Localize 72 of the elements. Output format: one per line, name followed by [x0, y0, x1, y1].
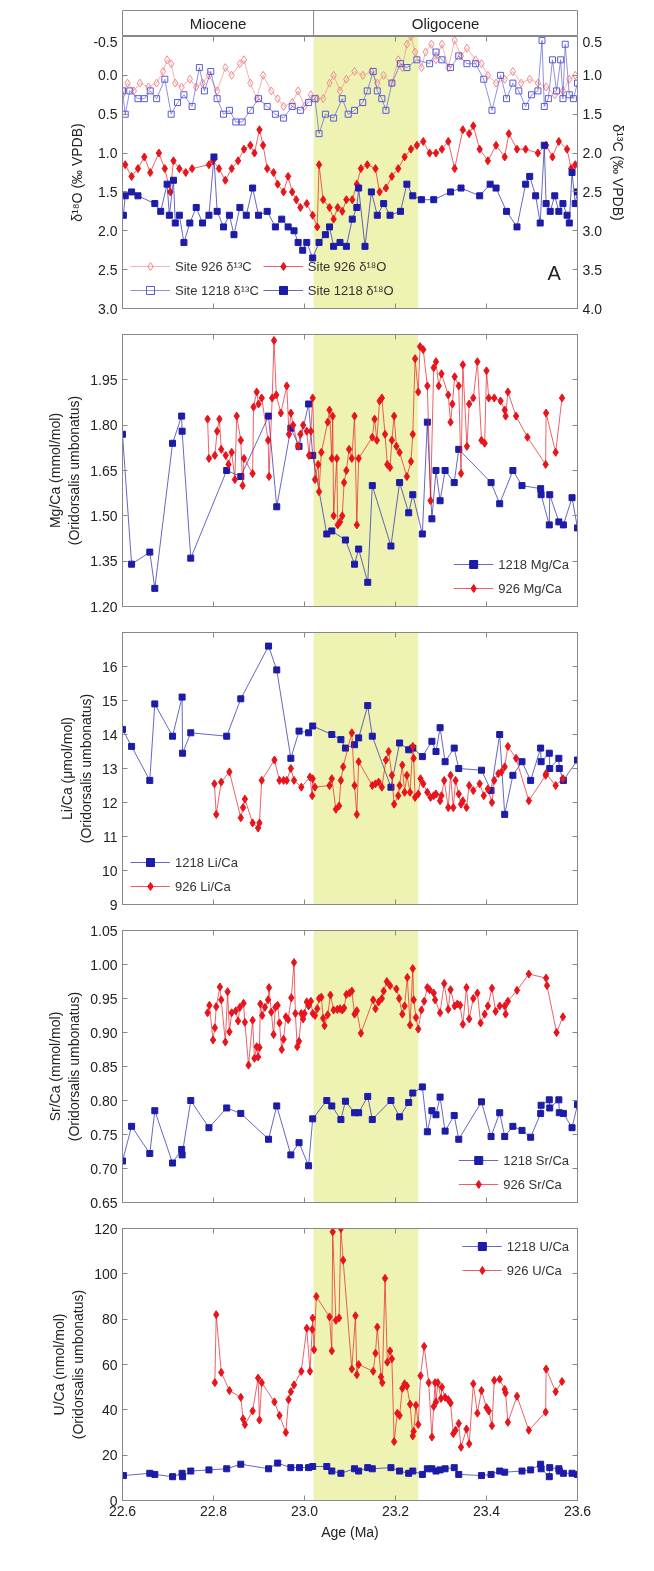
y-tick-label: 60	[101, 1356, 118, 1373]
x-tick-label: 23.2	[381, 1502, 410, 1519]
y2-tick-label: 4.0	[582, 300, 603, 317]
legend-label: 1218 Li/Ca	[175, 854, 238, 870]
y-tick-label: 0.95	[90, 990, 118, 1007]
y-tick-label: 100	[94, 1265, 118, 1282]
legend-label: Site 926 δ¹⁸O	[307, 258, 387, 274]
legend-label: Site 926 δ¹³C	[175, 258, 252, 274]
y2-tick-label: 1.5	[582, 106, 603, 123]
y-tick-label: 2.5	[98, 261, 118, 278]
y-tick-label: 0.85	[90, 1058, 118, 1075]
y-tick-label: 1.5	[98, 183, 118, 200]
y-tick-label: 13	[101, 760, 118, 777]
y-tick-label: 11	[102, 828, 118, 845]
x-tick-label: 23.6	[563, 1502, 592, 1519]
y-tick-label: 20	[101, 1447, 118, 1464]
y-tick-label: 120	[94, 1220, 118, 1237]
legend-label: 926 Li/Ca	[175, 878, 231, 894]
legend-label: Site 1218 δ¹³C	[175, 282, 259, 298]
legend-label: 1218 Mg/Ca	[498, 556, 569, 572]
y2-tick-label: 3.5	[582, 261, 603, 278]
legend-label: Site 1218 δ¹⁸O	[307, 282, 394, 298]
y-tick-label: 12	[101, 794, 118, 811]
y-tick-label: 0.80	[90, 1092, 118, 1109]
text: Miocene	[189, 15, 247, 32]
y-tick-label: 0.65	[90, 1194, 118, 1211]
legend-label: 1218 U/Ca	[506, 1238, 569, 1254]
y-tick-label: 1.05	[90, 922, 118, 939]
y-tick-label: 1.35	[90, 553, 118, 570]
legend-label: 1218 Sr/Ca	[503, 1152, 569, 1168]
y-axis-title: δ¹⁸O (‰ VPDB)	[69, 123, 86, 222]
y-tick-label: 1.65	[90, 462, 118, 479]
y-axis-title: U/Ca (nmol/mol) (Oridorsalis umbonatus)	[50, 1289, 87, 1440]
x-tick-label: 23.4	[472, 1502, 501, 1519]
y-tick-label: 1.80	[90, 417, 118, 434]
y-tick-label: 0.75	[90, 1126, 118, 1143]
y-axis-title: Mg/Ca (mmol/mol) (Oridorsalis umbonatus)	[47, 395, 83, 546]
text: Oligocene	[411, 15, 480, 32]
x-tick-label: 22.8	[199, 1502, 228, 1519]
y-tick-label: 0.70	[90, 1160, 118, 1177]
y-axis-title: Li/Ca (μmol/mol) (Oridorsalis umbonatus)	[58, 693, 94, 844]
y2-axis-title: δ¹³C (‰ VPDB)	[609, 124, 626, 221]
y2-tick-label: 3.0	[582, 222, 603, 239]
y-tick-label: 80	[101, 1311, 118, 1328]
y2-tick-label: 2.5	[582, 183, 603, 200]
annotation: A	[547, 261, 562, 284]
y-tick-label: 1.0	[98, 145, 118, 162]
y-axis-title: Sr/Ca (mmol/mol) (Oridorsalis umbonatus)	[47, 991, 83, 1142]
y-tick-label: 0.90	[90, 1024, 118, 1041]
y-tick-label: 0.0	[98, 67, 118, 84]
x-tick-label: 23.0	[290, 1502, 319, 1519]
legend-label: 926 U/Ca	[506, 1262, 562, 1278]
y2-tick-label: 1.0	[582, 67, 603, 84]
y-tick-label: 9	[109, 896, 118, 913]
y-tick-label: 0.5	[98, 106, 118, 123]
legend-label: 926 Mg/Ca	[498, 580, 562, 596]
y-tick-label: 3.0	[98, 300, 118, 317]
y-tick-label: 1.95	[90, 371, 118, 388]
y2-tick-label: 2.0	[582, 145, 603, 162]
y-tick-label: 14	[101, 726, 118, 743]
y-tick-label: 40	[101, 1401, 118, 1418]
x-axis-title: Age (Ma)	[321, 1523, 379, 1540]
y-tick-label: 1.50	[90, 507, 118, 524]
y-tick-label: 10	[101, 862, 118, 879]
y2-tick-label: 0.5	[582, 33, 603, 50]
y-tick-label: 2.0	[98, 222, 118, 239]
y-tick-label: 15	[101, 692, 118, 709]
legend-label: 926 Sr/Ca	[503, 1176, 562, 1192]
y-tick-label: 1.20	[90, 598, 118, 615]
y-tick-label: 1.00	[90, 956, 118, 973]
y-tick-label: 16	[101, 658, 118, 675]
y-tick-label: -0.5	[93, 33, 118, 50]
